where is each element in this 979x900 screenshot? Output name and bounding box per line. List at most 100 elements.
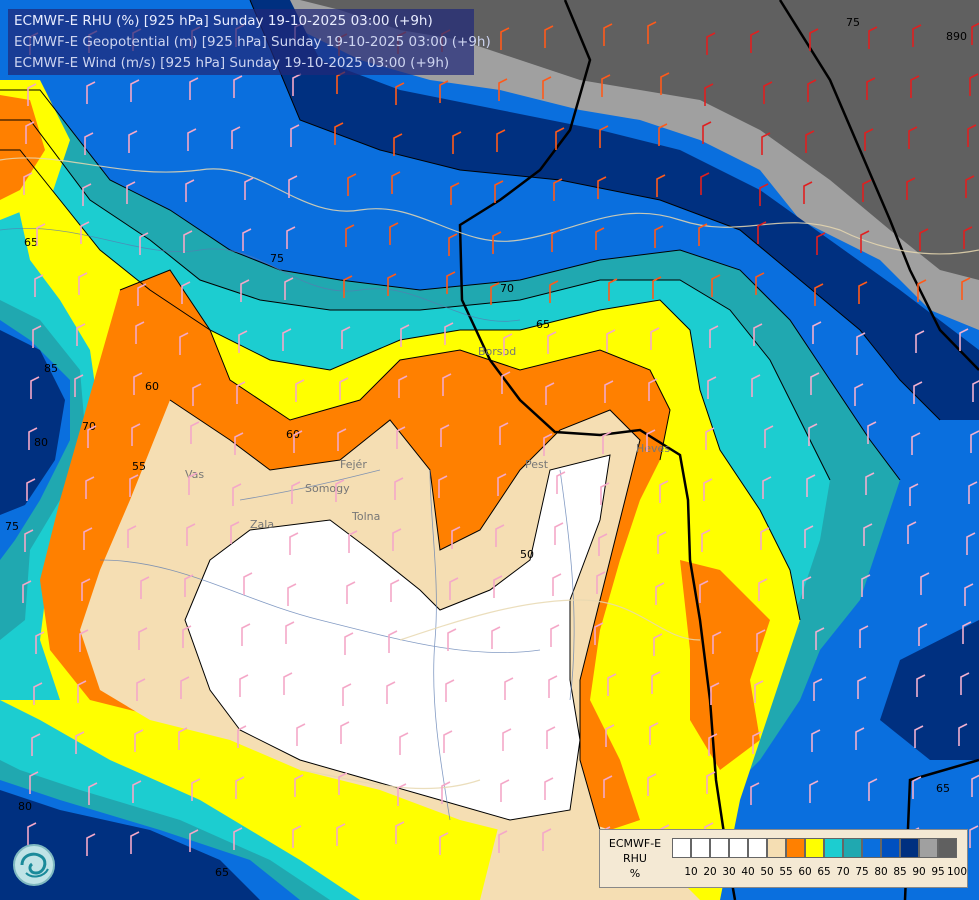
wind-barb	[243, 572, 253, 595]
wind-barb	[554, 522, 564, 545]
legend-tick: 70	[836, 866, 850, 878]
legend-swatch	[786, 838, 805, 858]
legend-swatch	[824, 838, 843, 858]
wind-barb	[497, 473, 507, 496]
contour-label: 70	[500, 282, 514, 295]
wind-barb	[868, 778, 878, 801]
wind-barb	[341, 326, 351, 349]
wind-barb	[812, 321, 822, 344]
wind-barb	[395, 82, 405, 105]
wind-barb	[542, 828, 552, 851]
wind-barb	[961, 277, 971, 300]
field-60-east	[680, 560, 770, 770]
wind-barb	[859, 625, 869, 648]
wind-barb	[704, 83, 714, 106]
legend-swatch	[672, 838, 691, 858]
contour-label: 70	[82, 420, 96, 433]
wind-barb	[498, 830, 508, 853]
wind-barb	[868, 26, 878, 49]
wind-barb	[338, 772, 348, 795]
wind-barb	[490, 282, 500, 305]
place-label: Tolna	[351, 510, 380, 523]
wind-barb	[397, 783, 407, 806]
wind-barb	[811, 729, 821, 752]
wind-barb	[503, 333, 513, 356]
wind-barb	[192, 383, 202, 406]
contour-label: 75	[270, 252, 284, 265]
wind-barb	[701, 529, 711, 552]
wind-barb	[191, 778, 201, 801]
wind-barb	[918, 623, 928, 646]
wind-barb	[289, 532, 299, 555]
wind-barb	[971, 774, 979, 797]
contour-label: 80	[18, 800, 32, 813]
wind-barb	[183, 230, 193, 253]
wind-barb	[760, 527, 770, 550]
wind-barb	[601, 74, 611, 97]
wind-barb	[28, 427, 38, 450]
wind-barb	[815, 627, 825, 650]
wind-barb	[86, 81, 96, 104]
wind-barb	[908, 126, 918, 149]
wind-barb	[763, 81, 773, 104]
wind-barb	[856, 332, 866, 355]
wind-barb	[809, 780, 819, 803]
wind-barb	[708, 733, 718, 756]
wind-barb	[857, 676, 867, 699]
wind-barb	[608, 278, 618, 301]
contour-label: 75	[846, 16, 860, 29]
legend-tick: 65	[817, 866, 831, 878]
wind-barb	[451, 526, 461, 549]
wind-barb	[710, 682, 720, 705]
wind-barb	[969, 73, 979, 96]
wind-barb	[293, 430, 303, 453]
wind-barb	[854, 383, 864, 406]
wind-barb	[130, 79, 140, 102]
wind-barb	[444, 322, 454, 345]
wind-barb	[598, 533, 608, 556]
wind-barb	[282, 328, 292, 351]
wind-barb	[339, 377, 349, 400]
wind-barb	[446, 271, 456, 294]
wind-barb	[647, 21, 657, 44]
legend-unit: %	[629, 867, 641, 880]
wind-barb	[501, 371, 511, 394]
wind-barb	[294, 774, 304, 797]
wind-barb	[394, 477, 404, 500]
wind-barb	[27, 83, 37, 106]
wind-barb	[960, 672, 970, 695]
legend-tick: 100	[946, 866, 968, 878]
wind-barb	[855, 727, 865, 750]
wind-barb	[187, 128, 197, 151]
wind-barb	[128, 130, 138, 153]
wind-barb	[140, 576, 150, 599]
contour-label: 65	[536, 318, 550, 331]
wind-barb	[179, 332, 189, 355]
wind-barb	[866, 77, 876, 100]
wind-barb	[285, 621, 295, 644]
wind-barb	[85, 476, 95, 499]
wind-barb	[83, 527, 93, 550]
wind-barb	[234, 432, 244, 455]
wind-barb	[33, 682, 43, 705]
wind-barb	[345, 224, 355, 247]
wind-barb	[391, 171, 401, 194]
wind-barb	[342, 683, 352, 706]
contour-label: 80	[34, 436, 48, 449]
legend-tick: 75	[855, 866, 869, 878]
wind-barb	[348, 530, 358, 553]
wind-barb	[296, 723, 306, 746]
contour-label: 55	[132, 460, 146, 473]
legend-tick: 10	[684, 866, 698, 878]
wind-barb	[181, 281, 191, 304]
wind-barb	[386, 681, 396, 704]
wind-barb	[808, 423, 818, 446]
wind-barb	[292, 825, 302, 848]
wind-barb	[648, 378, 658, 401]
legend-tick: 80	[874, 866, 888, 878]
wind-barb	[813, 678, 823, 701]
wind-barb	[654, 225, 664, 248]
wind-barb	[126, 181, 136, 204]
wind-barb	[810, 372, 820, 395]
wind-barb	[698, 223, 708, 246]
